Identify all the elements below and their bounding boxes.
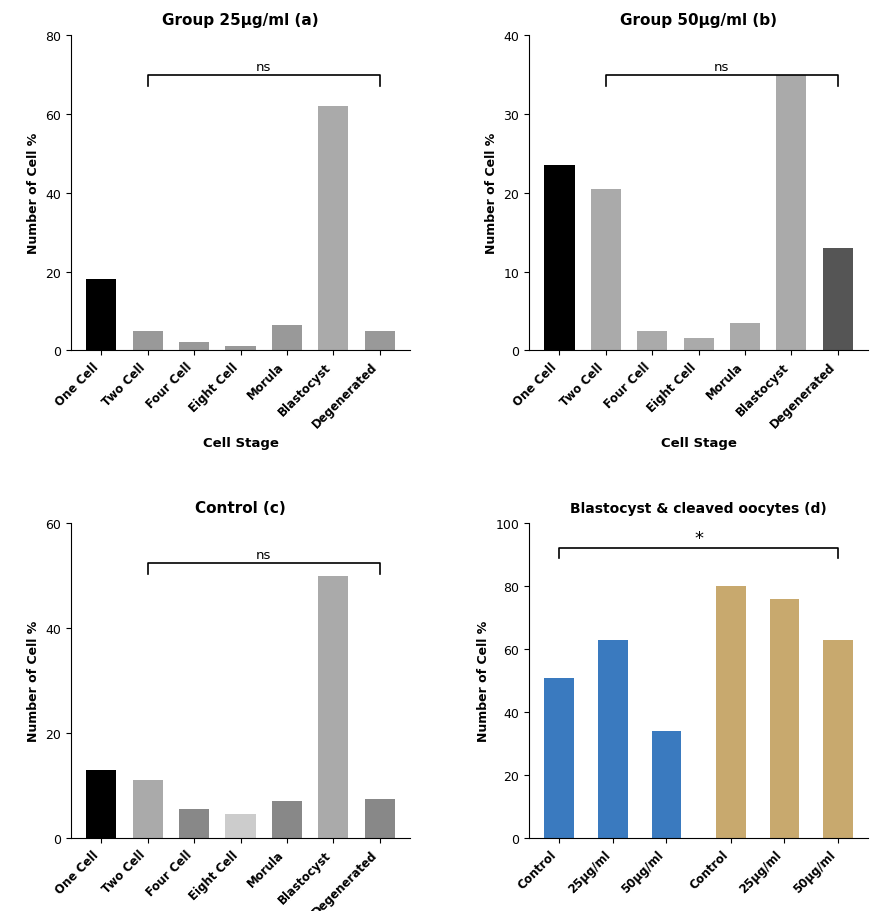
Bar bbox=[318, 107, 348, 351]
Bar bbox=[133, 781, 163, 838]
Bar bbox=[272, 325, 302, 351]
Text: ns: ns bbox=[256, 61, 271, 74]
Y-axis label: Number of Cell %: Number of Cell % bbox=[477, 620, 490, 742]
Title: Blastocyst & cleaved oocytes (d): Blastocyst & cleaved oocytes (d) bbox=[571, 502, 827, 516]
Bar bbox=[365, 799, 395, 838]
Bar bbox=[272, 802, 302, 838]
Bar bbox=[823, 640, 853, 838]
Bar bbox=[318, 576, 348, 838]
Bar bbox=[652, 732, 681, 838]
Y-axis label: Number of Cell %: Number of Cell % bbox=[485, 133, 498, 254]
X-axis label: Cell Stage: Cell Stage bbox=[661, 436, 736, 449]
Bar bbox=[730, 323, 760, 351]
Legend: Blastocyst, cleaved oocytes: Blastocyst, cleaved oocytes bbox=[882, 530, 886, 579]
Bar bbox=[179, 809, 209, 838]
Bar bbox=[225, 347, 256, 351]
Text: *: * bbox=[694, 529, 703, 548]
Bar bbox=[133, 332, 163, 351]
Bar bbox=[776, 76, 806, 351]
Bar bbox=[365, 332, 395, 351]
Title: Group 25μg/ml (a): Group 25μg/ml (a) bbox=[162, 14, 319, 28]
Bar bbox=[598, 640, 627, 838]
Text: ns: ns bbox=[714, 61, 729, 74]
Bar bbox=[591, 189, 621, 351]
Y-axis label: Number of Cell %: Number of Cell % bbox=[27, 620, 40, 742]
Title: Control (c): Control (c) bbox=[195, 501, 286, 516]
Text: ns: ns bbox=[256, 548, 271, 561]
Bar bbox=[770, 599, 799, 838]
Bar bbox=[716, 587, 745, 838]
Bar bbox=[544, 678, 574, 838]
Y-axis label: Number of Cell %: Number of Cell % bbox=[27, 133, 40, 254]
Bar bbox=[179, 343, 209, 351]
Title: Group 50μg/ml (b): Group 50μg/ml (b) bbox=[620, 14, 777, 28]
Bar bbox=[86, 280, 116, 351]
Bar bbox=[86, 770, 116, 838]
Bar bbox=[683, 339, 714, 351]
Bar bbox=[225, 814, 256, 838]
X-axis label: Cell Stage: Cell Stage bbox=[203, 436, 278, 449]
Bar bbox=[544, 166, 574, 351]
Bar bbox=[823, 249, 853, 351]
Bar bbox=[637, 332, 667, 351]
